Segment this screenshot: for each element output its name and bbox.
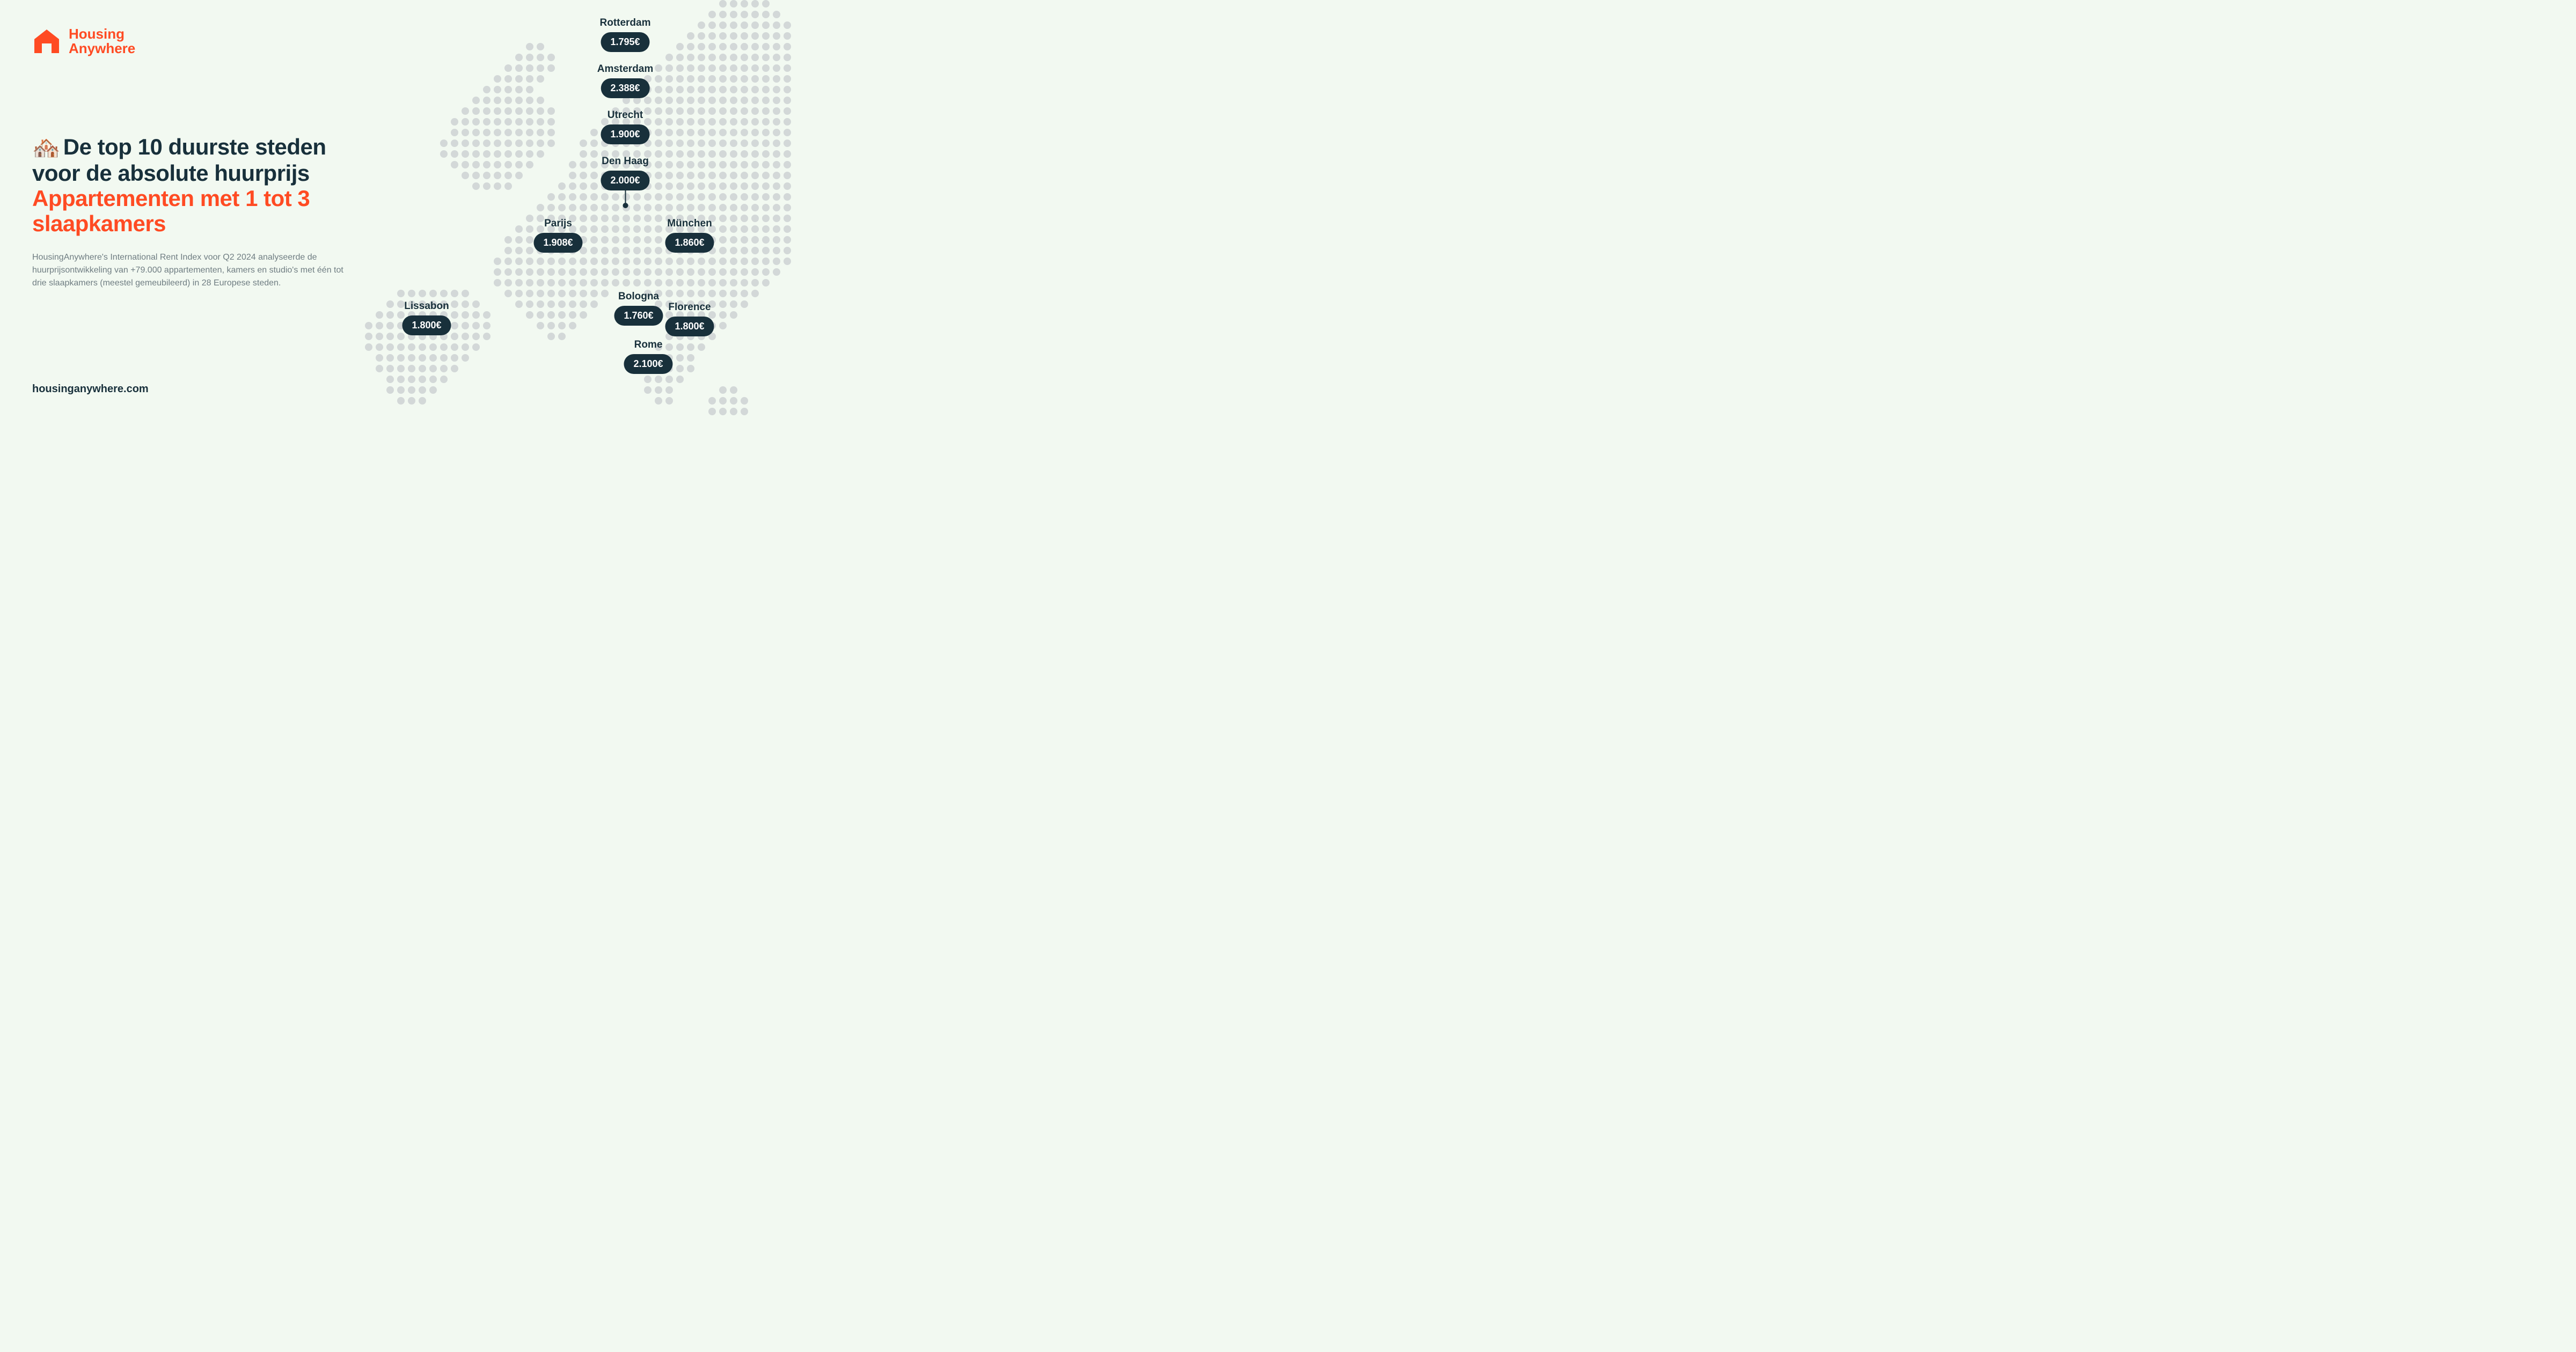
city-marker: Lissabon 1.800€ [402, 300, 451, 335]
city-marker: München 1.860€ [665, 218, 714, 253]
city-marker: Florence 1.800€ [665, 302, 714, 336]
footer-url: housinganywhere.com [32, 383, 149, 395]
city-label: Lissabon [402, 300, 451, 312]
headline-block: 🏘️De top 10 duurste steden voor de absol… [32, 134, 376, 290]
price-pill: 1.795€ [601, 32, 649, 52]
brand-logo: Housing Anywhere [32, 27, 135, 56]
price-pill: 1.900€ [601, 124, 649, 144]
logo-text-line1: Housing [69, 26, 125, 42]
price-pill: 2.388€ [601, 78, 649, 98]
logo-icon [32, 28, 61, 54]
city-label: Utrecht [601, 109, 649, 121]
city-label: Bologna [614, 291, 663, 303]
europe-dot-map: Rotterdam 1.795€ Amsterdam 2.388€ Utrecht 1.9… [354, 0, 794, 417]
connector-dot [623, 203, 628, 208]
headline-title: 🏘️De top 10 duurste steden voor de absol… [32, 134, 376, 236]
city-marker: Den Haag 2.000€ [601, 156, 649, 190]
city-label: Parijs [533, 218, 582, 230]
city-marker: Rome 2.100€ [624, 339, 672, 374]
city-marker: Bologna 1.760€ [614, 291, 663, 326]
headline-line2: voor de absolute huurprijs [32, 160, 310, 186]
logo-text: Housing Anywhere [69, 27, 135, 56]
city-marker: Amsterdam 2.388€ [597, 63, 654, 98]
house-emoji: 🏘️ [32, 135, 60, 160]
headline-accent-line2: slaapkamers [32, 211, 166, 236]
city-marker: Utrecht 1.900€ [601, 109, 649, 144]
price-pill: 1.760€ [614, 306, 663, 326]
price-pill: 1.800€ [402, 315, 451, 335]
city-label: Florence [665, 302, 714, 313]
headline-accent-line1: Appartementen met 1 tot 3 [32, 186, 310, 211]
city-label: Rotterdam [599, 17, 650, 29]
price-pill: 1.860€ [665, 233, 714, 253]
price-pill: 2.000€ [601, 171, 649, 190]
city-label: Den Haag [601, 156, 649, 167]
map-dotgrid [354, 0, 794, 417]
price-pill: 2.100€ [624, 354, 672, 374]
city-label: Amsterdam [597, 63, 654, 75]
headline-line1: De top 10 duurste steden [63, 134, 326, 159]
price-pill: 1.908€ [533, 233, 582, 253]
city-label: Rome [624, 339, 672, 351]
city-label: München [665, 218, 714, 230]
city-marker: Parijs 1.908€ [533, 218, 582, 253]
price-pill: 1.800€ [665, 317, 714, 336]
logo-text-line2: Anywhere [69, 40, 135, 56]
city-marker: Rotterdam 1.795€ [599, 17, 650, 52]
headline-subtext: HousingAnywhere's International Rent Ind… [32, 251, 354, 290]
